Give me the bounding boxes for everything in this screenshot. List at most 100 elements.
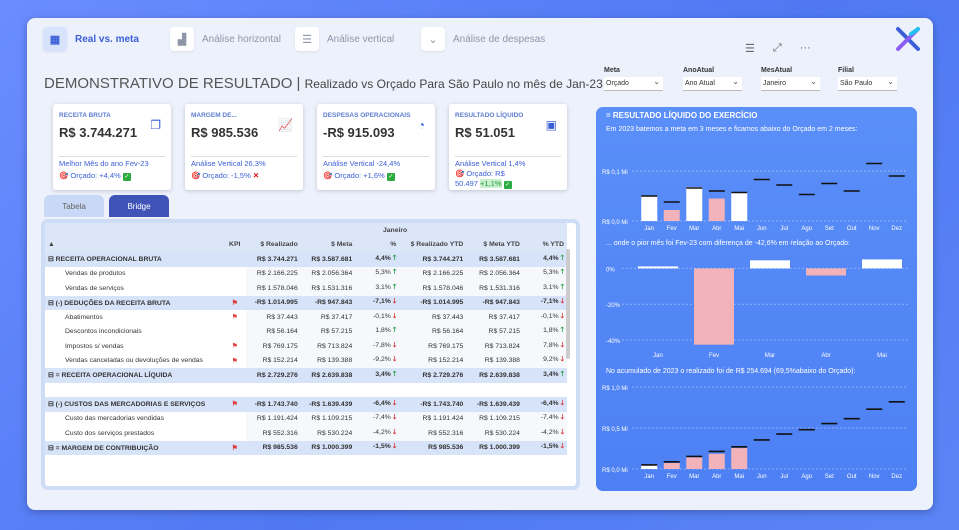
down-arrow-icon: 🡓 (560, 312, 564, 320)
x-tick-label: Dez (891, 474, 902, 480)
more-options-icon[interactable]: ··· (799, 42, 811, 54)
filter-select[interactable]: Janeiro (761, 77, 820, 91)
cell: -7,4% 🡓 (355, 411, 400, 426)
vertical-scrollbar[interactable] (566, 249, 570, 359)
y-tick-label: -20% (606, 303, 621, 309)
dre-table: Janeiro ▲ KPI $ Realizado $ Meta% $ Realizad… (45, 223, 567, 455)
tab-bridge[interactable]: Bridge (109, 195, 169, 217)
row-label: ⊟ (-) CUSTOS DAS MERCADORIAS E SERVIÇOS (45, 397, 224, 412)
y-tick-label: R$ 0,5 Mi (602, 427, 628, 433)
cell: 4,4% 🡑 (355, 252, 400, 267)
nav-analise-horizontal[interactable]: ▟ Análise horizontal (170, 26, 281, 52)
table-row: Custo dos serviços prestados R$ 552.316 R$… (45, 426, 567, 441)
filter-filial[interactable]: Filial São Paulo (838, 67, 897, 91)
card-line2: 🎯 Orçado: +4,4% ✓ (59, 171, 131, 181)
table-row: ⊟ (-) CUSTOS DAS MERCADORIAS E SERVIÇOS ⚑… (45, 397, 567, 412)
card-line2: 🎯 Orçado: +1,6% ✓ (323, 171, 395, 181)
down-arrow-icon: 🡓 (392, 341, 397, 349)
focus-mode-icon[interactable]: ⤢ (772, 42, 782, 54)
cell: -1,5% 🡓 (355, 440, 400, 455)
cell: 1,8% 🡑 (355, 324, 400, 339)
expand-icon[interactable]: ⊟ (48, 401, 54, 409)
flag-icon: ⚑ (231, 299, 238, 307)
filter-icon[interactable]: ☰ (745, 43, 755, 55)
down-arrow-icon: 🡓 (392, 312, 397, 320)
card-title: RESULTADO LÍQUIDO (455, 112, 524, 119)
row-label: ⊟ (-) DEDUÇÕES DA RECEITA BRUTA (45, 295, 224, 310)
table-row: Vendas de serviços R$ 1.578.046 R$ 1.531.3… (45, 281, 567, 296)
x-tick-label: Mai (734, 474, 744, 480)
cell: R$ 769.175 (246, 339, 301, 354)
x-tick-label: Abr (712, 226, 721, 232)
down-arrow-icon: 🡓 (392, 428, 397, 436)
column-header[interactable]: % (355, 237, 400, 252)
cell: 5,3% 🡑 (522, 266, 567, 281)
column-header[interactable]: % YTD (522, 237, 567, 252)
bar-realizado (731, 192, 748, 221)
cell: R$ 152.214 (246, 353, 301, 368)
filter-select[interactable]: Ano Atual (683, 77, 742, 91)
x-tick-label: Nov (869, 474, 880, 480)
variance-chart: 0% -20% -40% Jan Fev Mar Abr Mai (606, 259, 910, 359)
table-row: ⊟ = RECEITA OPERACIONAL LÍQUIDA R$ 2.729.… (45, 368, 567, 383)
cell: R$ 2.166.225 (399, 266, 467, 281)
tab-tabela[interactable]: Tabela (44, 195, 104, 217)
cell (223, 426, 246, 441)
x-tick-label: Set (825, 226, 834, 232)
panel-title: = RESULTADO LÍQUIDO DO EXERCÍCIO (606, 111, 758, 120)
filter-select[interactable]: São Paulo (838, 77, 897, 91)
filter-meta[interactable]: Meta Orçado (604, 67, 663, 91)
nav-label: Análise horizontal (202, 33, 281, 45)
expand-icon[interactable]: ⊟ (48, 256, 54, 264)
down-arrow-icon: 🡓 (560, 428, 564, 436)
column-header[interactable]: $ Meta (300, 237, 356, 252)
card-value: R$ 3.744.271 (59, 125, 138, 140)
sort-icon[interactable]: ▲ (45, 237, 224, 252)
variance-bar (862, 259, 902, 269)
expand-icon[interactable]: ⊟ (48, 299, 54, 307)
flag-icon: ⚑ (231, 343, 238, 351)
card-line1: Melhor Mês do ano Fev-23 (59, 159, 149, 168)
cell: R$ 552.316 (246, 426, 301, 441)
x-tick-label: Jun (757, 474, 767, 480)
x-tick-label: Jan (644, 474, 654, 480)
table-row: Custo das mercadorias vendidas R$ 1.191.4… (45, 411, 567, 426)
card-line3: 50.497 +1,1% ✓ (455, 179, 512, 189)
bar-acumulado (641, 464, 658, 469)
check-icon: ✓ (386, 173, 395, 181)
nav-real-vs-meta[interactable]: ▦ Real vs. meta (43, 26, 139, 52)
y-tick-label: -40% (606, 339, 621, 345)
brand-logo-icon (896, 27, 920, 51)
cell: R$ 139.388 (466, 353, 523, 368)
cell: R$ 56.164 (246, 324, 301, 339)
column-header[interactable]: $ Meta YTD (466, 237, 523, 252)
down-arrow-icon: 🡓 (392, 399, 397, 407)
cell: -1,5% 🡓 (522, 440, 567, 455)
card-title: MARGEM DE... (191, 112, 237, 119)
filter-select[interactable]: Orçado (604, 77, 663, 91)
cell: R$ 1.109.215 (300, 411, 356, 426)
cell: -R$ 1.743.740 (399, 397, 467, 412)
card-line1: Análise Vertical -24,4% (323, 159, 401, 168)
variance-bar (694, 268, 734, 345)
cell: R$ 713.824 (300, 339, 356, 354)
x-tick-label: Abr (712, 474, 721, 480)
nav-analise-vertical[interactable]: ☰ Análise vertical (295, 26, 394, 52)
column-header[interactable]: KPI (223, 237, 247, 252)
column-header[interactable]: $ Realizado YTD (399, 237, 467, 252)
cell: 9,2% 🡓 (522, 353, 567, 368)
filter-ano[interactable]: AnoAtual Ano Atual (683, 67, 742, 91)
cell: ⚑ (223, 310, 246, 325)
expand-icon[interactable]: ⊟ (48, 372, 54, 380)
card-value: R$ 51.051 (455, 125, 515, 140)
nav-analise-despesas[interactable]: ⌄ Análise de despesas (421, 26, 545, 52)
expand-icon[interactable]: ⊟ (48, 444, 54, 452)
y-tick-label: R$ 0,1 Mi (602, 170, 628, 176)
x-tick-label: Nov (869, 226, 880, 232)
panel-text2: ... onde o pior mês foi Fev-23 com difer… (606, 240, 850, 247)
column-header[interactable]: $ Realizado (246, 237, 301, 252)
bar-realizado (686, 187, 703, 221)
filter-mes[interactable]: MesAtual Janeiro (761, 67, 820, 91)
down-arrow-icon: 🡓 (560, 356, 564, 364)
down-arrow-icon: 🡓 (392, 443, 397, 451)
